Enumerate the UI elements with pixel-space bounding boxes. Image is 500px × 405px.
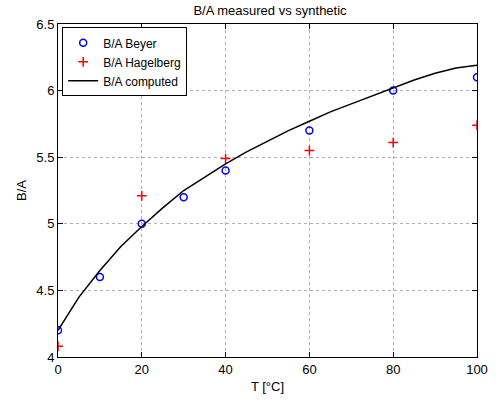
svg-text:B/A computed: B/A computed [103, 75, 178, 89]
svg-text:80: 80 [386, 362, 400, 377]
svg-text:B/A: B/A [14, 180, 29, 201]
svg-text:4: 4 [47, 350, 54, 365]
svg-text:4.5: 4.5 [36, 283, 54, 298]
svg-text:5.5: 5.5 [36, 150, 54, 165]
svg-text:6.5: 6.5 [36, 17, 54, 32]
svg-text:20: 20 [135, 362, 149, 377]
svg-text:40: 40 [218, 362, 232, 377]
svg-text:B/A Hagelberg: B/A Hagelberg [103, 56, 180, 70]
svg-text:5: 5 [47, 216, 54, 231]
svg-text:100: 100 [466, 362, 488, 377]
svg-text:0: 0 [54, 362, 61, 377]
svg-text:6: 6 [47, 83, 54, 98]
svg-text:60: 60 [302, 362, 316, 377]
svg-text:T [°C]: T [°C] [251, 379, 284, 394]
svg-text:B/A measured vs synthetic: B/A measured vs synthetic [193, 3, 347, 18]
svg-text:B/A Beyer: B/A Beyer [103, 37, 156, 51]
